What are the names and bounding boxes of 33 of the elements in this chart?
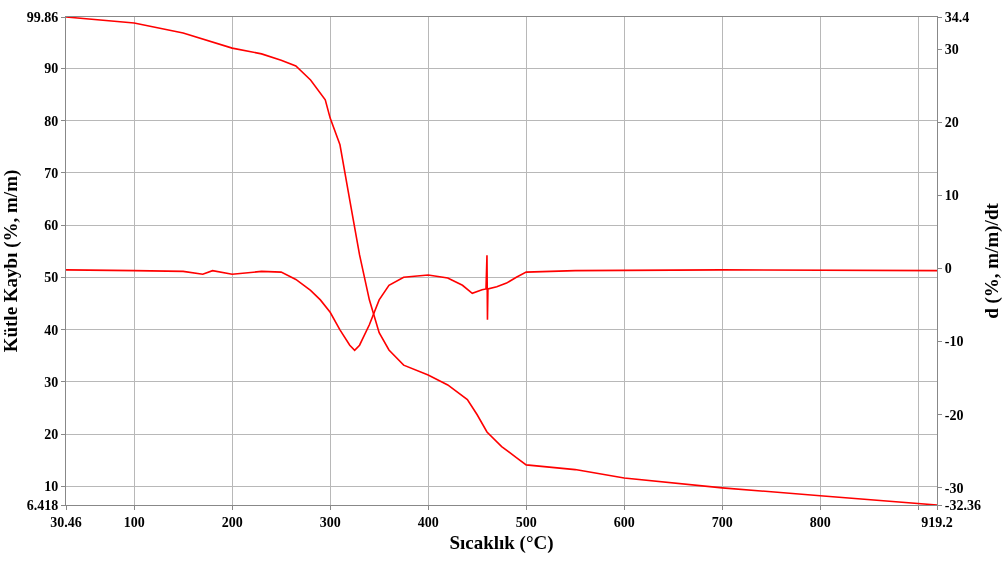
y2-tick-label: -10: [944, 334, 964, 350]
y-tick-label: 20: [44, 426, 59, 442]
y-tick-label: 40: [44, 322, 59, 338]
x-tick-label: 300: [319, 514, 341, 530]
y2-tick-label: 34.4: [944, 9, 970, 25]
x-tick-label: 30.46: [50, 514, 82, 530]
y-tick-label: 6.418: [26, 497, 59, 513]
x-tick-label: 600: [613, 514, 635, 530]
y-tick-label: 99.86: [26, 9, 59, 25]
y-tick-label: 70: [44, 165, 59, 181]
y-tick-label: 60: [44, 218, 59, 234]
x-axis-title: Sıcaklık (°C): [449, 531, 554, 554]
y-axis-title: Kütle Kaybı (%, m/m): [0, 169, 22, 353]
y2-tick-label: 30: [944, 42, 959, 58]
x-tick-label: 800: [809, 514, 831, 530]
y2-tick-label: -20: [944, 407, 964, 423]
y2-tick-label: 20: [944, 115, 959, 131]
y2-tick-label: 10: [944, 188, 959, 204]
x-tick-label: 200: [221, 514, 243, 530]
x-tick-label: 400: [417, 514, 439, 530]
y2-tick-label: 0: [944, 261, 952, 277]
y2-tick-label: -30: [944, 480, 964, 496]
y-tick-label: 90: [44, 61, 59, 77]
x-tick-label: 500: [515, 514, 537, 530]
x-tick-label: 919.2: [921, 514, 953, 530]
y2-axis-title: d (%, m/m)/dt: [980, 202, 1003, 319]
x-tick-label: 100: [123, 514, 145, 530]
y-tick-label: 50: [44, 270, 59, 286]
x-tick-label: 700: [711, 514, 733, 530]
y-tick-label: 80: [44, 113, 59, 129]
y-tick-label: 30: [44, 374, 59, 390]
y-tick-label: 10: [44, 479, 59, 495]
y2-tick-label: -32.36: [944, 497, 981, 513]
